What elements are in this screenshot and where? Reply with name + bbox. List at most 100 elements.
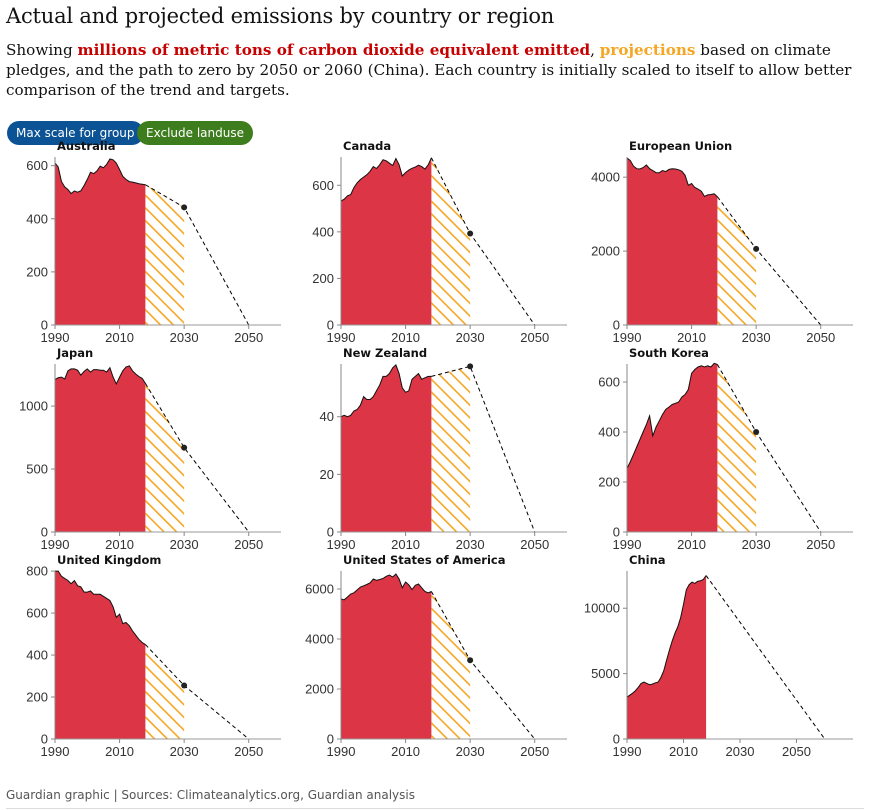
- path-to-zero-line-china: [705, 575, 826, 740]
- actual-emissions-area-japan: [55, 365, 146, 532]
- y-tick-label-united-kingdom: 200: [26, 690, 48, 705]
- target-point-european-union: [753, 245, 760, 252]
- x-tick-label-european-union: 2010: [677, 330, 706, 345]
- x-tick-label-new-zealand: 2010: [391, 537, 420, 552]
- y-tick-label-united-kingdom: 800: [26, 564, 48, 579]
- x-tick-label-united-states-of-america: 2030: [456, 744, 485, 759]
- actual-emissions-line-european-union: [626, 157, 718, 198]
- x-tick-label-canada: 1990: [327, 330, 356, 345]
- x-tick-label-china: 2010: [669, 744, 698, 759]
- y-tick-label-united-states-of-america: 4000: [305, 632, 334, 647]
- x-tick-label-japan: 1990: [41, 537, 70, 552]
- y-tick-label-south-korea: 0: [613, 525, 620, 540]
- y-tick-label-australia: 600: [26, 158, 48, 173]
- x-tick-label-china: 2030: [726, 744, 755, 759]
- x-tick-label-canada: 2050: [520, 330, 549, 345]
- subtitle-text-end: based on climate pledges, and the path t…: [6, 41, 852, 99]
- y-tick-label-new-zealand: 0: [327, 525, 334, 540]
- page-subtitle: Showing millions of metric tons of carbo…: [6, 40, 864, 100]
- x-tick-label-japan: 2010: [105, 537, 134, 552]
- y-tick-label-united-states-of-america: 0: [327, 732, 334, 747]
- actual-emissions-line-south-korea: [626, 362, 718, 469]
- y-tick-label-united-kingdom: 400: [26, 648, 48, 663]
- projection-area-united-kingdom: [145, 644, 185, 739]
- actual-emissions-area-european-union: [627, 158, 718, 325]
- y-tick-label-canada: 200: [312, 271, 334, 286]
- panel-title-south-korea: South Korea: [629, 346, 709, 360]
- target-point-new-zealand: [467, 363, 474, 370]
- y-tick-label-canada: 400: [312, 224, 334, 239]
- target-point-south-korea: [753, 429, 760, 435]
- actual-emissions-line-japan: [54, 365, 146, 386]
- projection-area-south-korea: [717, 364, 757, 532]
- x-tick-label-south-korea: 2010: [677, 537, 706, 552]
- x-tick-label-european-union: 2050: [806, 330, 835, 345]
- projection-area-australia: [145, 184, 185, 325]
- projection-area-european-union: [717, 196, 757, 325]
- panel-title-european-union: European Union: [629, 139, 732, 153]
- actual-emissions-area-new-zealand: [341, 364, 432, 532]
- x-tick-label-south-korea: 2050: [806, 537, 835, 552]
- y-tick-label-australia: 0: [41, 318, 48, 333]
- target-point-japan: [181, 444, 188, 451]
- actual-emissions-area-australia: [55, 159, 146, 325]
- y-tick-label-european-union: 2000: [591, 244, 620, 259]
- x-tick-label-new-zealand: 2050: [520, 537, 549, 552]
- footer-source: Guardian graphic | Sources: Climateanaly…: [6, 788, 415, 802]
- x-tick-label-canada: 2010: [391, 330, 420, 345]
- y-tick-label-new-zealand: 20: [320, 467, 334, 482]
- y-tick-label-china: 0: [613, 732, 620, 747]
- x-tick-label-united-kingdom: 1990: [41, 744, 70, 759]
- x-tick-label-united-states-of-america: 1990: [327, 744, 356, 759]
- x-tick-label-european-union: 2030: [742, 330, 771, 345]
- y-tick-label-china: 10000: [584, 601, 620, 616]
- footer-divider: [6, 808, 864, 809]
- actual-emissions-line-united-states-of-america: [340, 573, 432, 601]
- y-tick-label-european-union: 4000: [591, 170, 620, 185]
- y-tick-label-south-korea: 400: [598, 425, 620, 440]
- actual-emissions-line-china: [626, 575, 707, 698]
- y-tick-label-european-union: 0: [613, 318, 620, 333]
- y-tick-label-south-korea: 200: [598, 475, 620, 490]
- actual-emissions-line-new-zealand: [340, 364, 432, 418]
- x-tick-label-australia: 2010: [105, 330, 134, 345]
- target-point-united-states-of-america: [467, 657, 474, 664]
- y-tick-label-united-kingdom: 0: [41, 732, 48, 747]
- x-tick-label-australia: 2050: [234, 330, 263, 345]
- subtitle-highlight-actual: millions of metric tons of carbon dioxid…: [77, 41, 591, 59]
- exclude-landuse-button[interactable]: Exclude landuse: [137, 121, 253, 145]
- x-tick-label-canada: 2030: [456, 330, 485, 345]
- target-point-australia: [181, 204, 188, 211]
- y-tick-label-new-zealand: 40: [320, 409, 334, 424]
- actual-emissions-line-australia: [54, 158, 146, 195]
- x-tick-label-new-zealand: 1990: [327, 537, 356, 552]
- y-tick-label-japan: 500: [26, 462, 48, 477]
- y-tick-label-japan: 0: [41, 525, 48, 540]
- subtitle-comma: ,: [590, 41, 600, 59]
- projection-area-canada: [431, 157, 471, 325]
- y-tick-label-united-states-of-america: 2000: [305, 682, 334, 697]
- y-tick-label-china: 5000: [591, 666, 620, 681]
- x-tick-label-united-states-of-america: 2050: [520, 744, 549, 759]
- target-point-canada: [467, 230, 474, 237]
- panel-title-united-states-of-america: United States of America: [343, 553, 505, 567]
- x-tick-label-australia: 2030: [170, 330, 199, 345]
- y-tick-label-united-kingdom: 600: [26, 606, 48, 621]
- actual-emissions-area-united-kingdom: [55, 571, 146, 739]
- panel-title-new-zealand: New Zealand: [343, 346, 427, 360]
- y-tick-label-australia: 400: [26, 211, 48, 226]
- panel-title-united-kingdom: United Kingdom: [57, 553, 161, 567]
- x-tick-label-japan: 2030: [170, 537, 199, 552]
- y-tick-label-canada: 600: [312, 178, 334, 193]
- y-tick-label-canada: 0: [327, 318, 334, 333]
- page-title: Actual and projected emissions by countr…: [6, 4, 555, 28]
- actual-emissions-area-south-korea: [627, 363, 718, 532]
- panel-title-canada: Canada: [343, 139, 391, 153]
- max-scale-button[interactable]: Max scale for group: [7, 121, 144, 145]
- x-tick-label-new-zealand: 2030: [456, 537, 485, 552]
- y-tick-label-australia: 200: [26, 264, 48, 279]
- x-tick-label-china: 1990: [613, 744, 642, 759]
- x-tick-label-european-union: 1990: [613, 330, 642, 345]
- subtitle-highlight-projections: projections: [599, 41, 696, 59]
